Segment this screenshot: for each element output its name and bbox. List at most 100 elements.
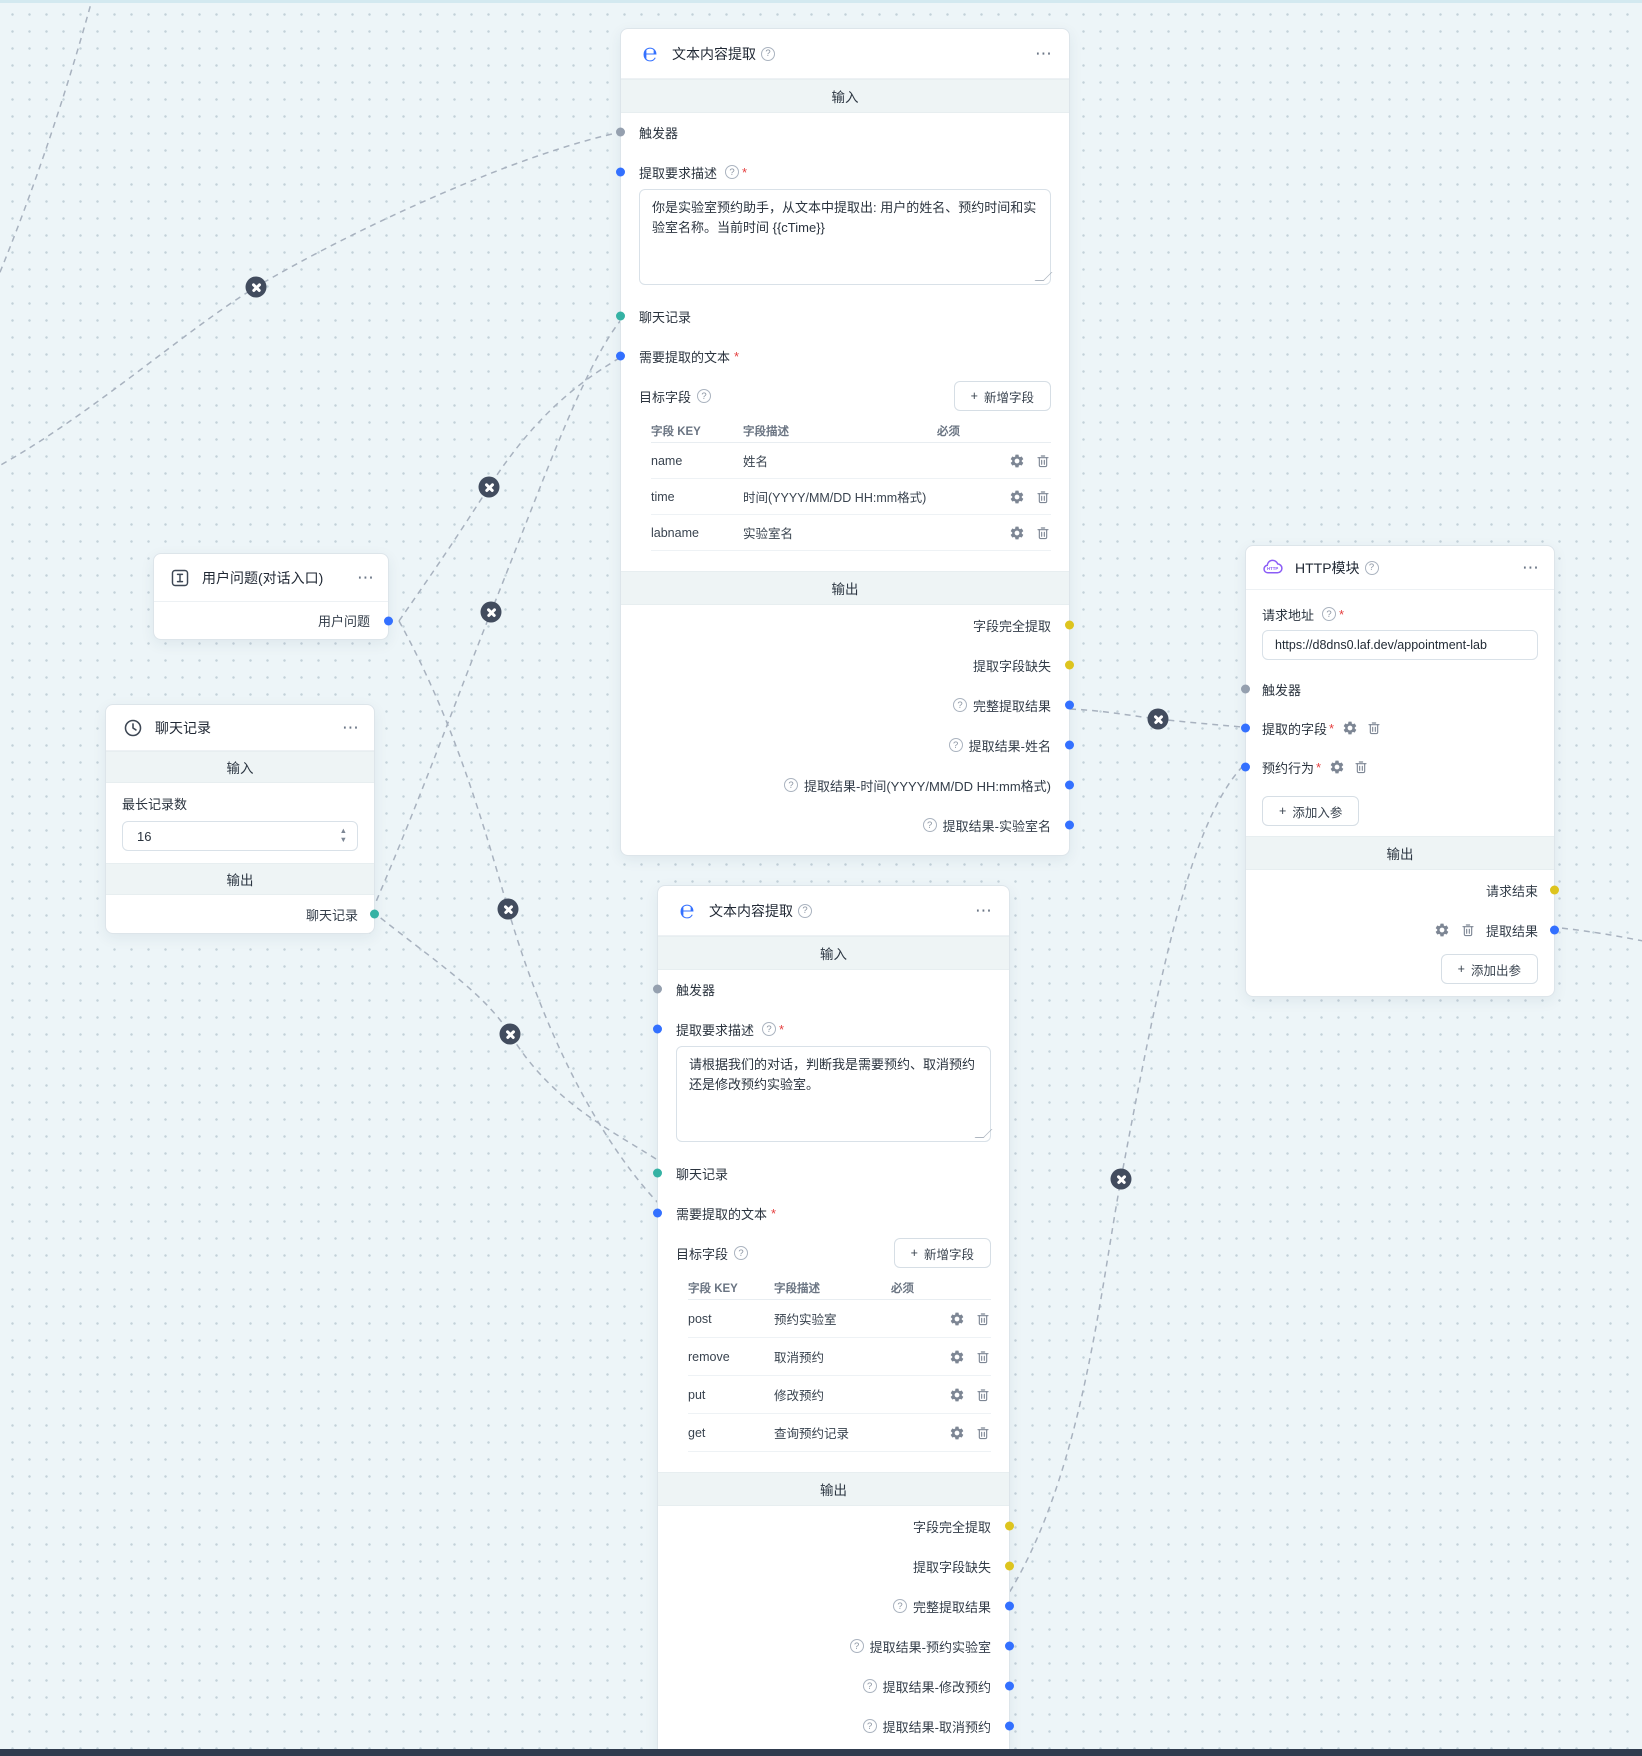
required-mark: * [779,1021,785,1037]
extract-node-icon: ℮ [679,896,695,924]
wire-offcanvas-top-left [0,0,93,275]
node-menu-button[interactable]: ⋯ [342,718,360,737]
node-header[interactable]: ℮ 文本内容提取 ? ⋯ [658,886,1009,936]
output-handle[interactable] [1065,620,1074,630]
output-handle[interactable] [1065,700,1074,710]
output-row: 聊天记录 [106,895,379,933]
delete-connection-icon[interactable] [480,601,502,623]
trash-icon[interactable] [1366,720,1382,736]
table-row: labname 实验室名 [651,515,1051,551]
input-handle-extracted-fields[interactable] [1241,723,1250,733]
delete-connection-icon[interactable] [499,1023,521,1045]
input-row-history: 聊天记录 [653,1160,1009,1186]
output-handle[interactable] [1065,780,1074,790]
input-handle-history[interactable] [616,311,625,321]
node-header[interactable]: 聊天记录 ⋯ [106,705,374,751]
output-handle[interactable] [1005,1681,1014,1691]
gear-icon[interactable] [1009,489,1025,505]
input-handle-text[interactable] [616,351,625,361]
input-handle-trigger[interactable] [1241,684,1250,694]
output-handle[interactable] [1005,1641,1014,1651]
help-icon: ? [922,818,937,832]
delete-connection-icon[interactable] [245,276,267,298]
help-icon: ? [697,389,712,403]
fields-table: 字段 KEY 字段描述 必须 post 预约实验室 remove 取消预约 put 修改… [688,1276,991,1452]
number-stepper[interactable]: ▲ ▼ [340,827,347,844]
node-menu-button[interactable]: ⋯ [1035,44,1053,63]
output-handle[interactable] [1005,1601,1014,1611]
extract-desc-textarea[interactable]: 请根据我们的对话，判断我是需要预约、取消预约还是修改预约实验室。 [676,1046,991,1142]
output-section-header: 输出 [658,1472,1009,1506]
max-records-input[interactable]: 16 ▲ ▼ [122,821,358,851]
extract-desc-textarea[interactable]: 你是实验室预约助手，从文本中提取出: 用户的姓名、预约时间和实验室名称。当前时间… [639,189,1051,285]
node-menu-button[interactable]: ⋯ [357,568,375,587]
stepper-up-icon: ▲ [339,826,347,836]
add-field-button[interactable]: + 新增字段 [893,1238,991,1268]
trash-icon[interactable] [1035,525,1051,541]
trash-icon[interactable] [975,1387,991,1403]
gear-icon[interactable] [1009,453,1025,469]
input-handle-desc[interactable] [616,167,625,177]
output-row: ? 提取结果-实验室名 [621,805,1074,845]
input-handle-history[interactable] [653,1168,662,1178]
output-row: ? 完整提取结果 [621,685,1074,725]
input-handle-appointment-action[interactable] [1241,762,1250,772]
node-header[interactable]: ℮ 文本内容提取 ? ⋯ [621,29,1069,79]
output-handle[interactable] [1065,740,1074,750]
output-handle[interactable] [1550,925,1559,935]
gear-icon[interactable] [949,1425,965,1441]
output-handle[interactable] [1065,660,1074,670]
input-handle-desc[interactable] [653,1024,662,1034]
gear-icon[interactable] [1342,720,1358,736]
target-fields-row: 目标字段 ? + 新增字段 [658,1238,1009,1268]
input-row-trigger: 触发器 [653,976,1009,1002]
fields-table-header: 字段 KEY 字段描述 必须 [688,1276,991,1300]
trash-icon[interactable] [975,1349,991,1365]
trash-icon[interactable] [1460,922,1476,938]
add-output-param-button[interactable]: + 添加出参 [1440,954,1538,984]
stepper-down-icon: ▼ [339,835,347,844]
output-row: 字段完全提取 [658,1506,1014,1546]
node-header[interactable]: 用户问题(对话入口) ⋯ [154,554,388,602]
output-handle[interactable] [370,909,379,919]
input-handle-trigger[interactable] [616,127,625,137]
output-row: 提取字段缺失 [658,1546,1014,1586]
add-input-param-button[interactable]: + 添加入参 [1262,796,1360,826]
delete-connection-icon[interactable] [478,476,500,498]
output-handle[interactable] [1005,1721,1014,1731]
input-handle-trigger[interactable] [653,984,662,994]
url-input[interactable]: https://d8dns0.laf.dev/appointment-lab [1262,630,1538,660]
gear-icon[interactable] [1009,525,1025,541]
node-header[interactable]: HTTP HTTP模块 ? ⋯ [1246,546,1554,590]
trash-icon[interactable] [975,1425,991,1441]
output-handle[interactable] [1550,885,1559,895]
help-icon: ? [1364,560,1379,575]
gear-icon[interactable] [1329,759,1345,775]
output-handle[interactable] [384,616,393,625]
gear-icon[interactable] [949,1311,965,1327]
extract-node-icon: ℮ [642,39,658,67]
help-icon: ? [948,738,963,752]
output-row: 用户问题 [154,602,393,639]
gear-icon[interactable] [949,1349,965,1365]
trash-icon[interactable] [975,1311,991,1327]
input-section-header: 输入 [106,751,374,783]
delete-connection-icon[interactable] [1147,708,1169,730]
input-handle-text[interactable] [653,1208,662,1218]
node-menu-button[interactable]: ⋯ [1522,558,1540,577]
gear-icon[interactable] [1434,922,1450,938]
trash-icon[interactable] [1035,489,1051,505]
add-field-button[interactable]: + 新增字段 [953,381,1051,411]
trash-icon[interactable] [1035,453,1051,469]
output-handle[interactable] [1005,1521,1014,1531]
gear-icon[interactable] [949,1387,965,1403]
output-handle[interactable] [1005,1561,1014,1571]
node-menu-button[interactable]: ⋯ [975,901,993,920]
wire-http-result-offcanvas [1550,926,1642,942]
output-handle[interactable] [1065,820,1074,830]
table-row: remove 取消预约 [688,1338,991,1376]
trash-icon[interactable] [1353,759,1369,775]
delete-connection-icon[interactable] [1110,1168,1132,1190]
delete-connection-icon[interactable] [497,898,519,920]
